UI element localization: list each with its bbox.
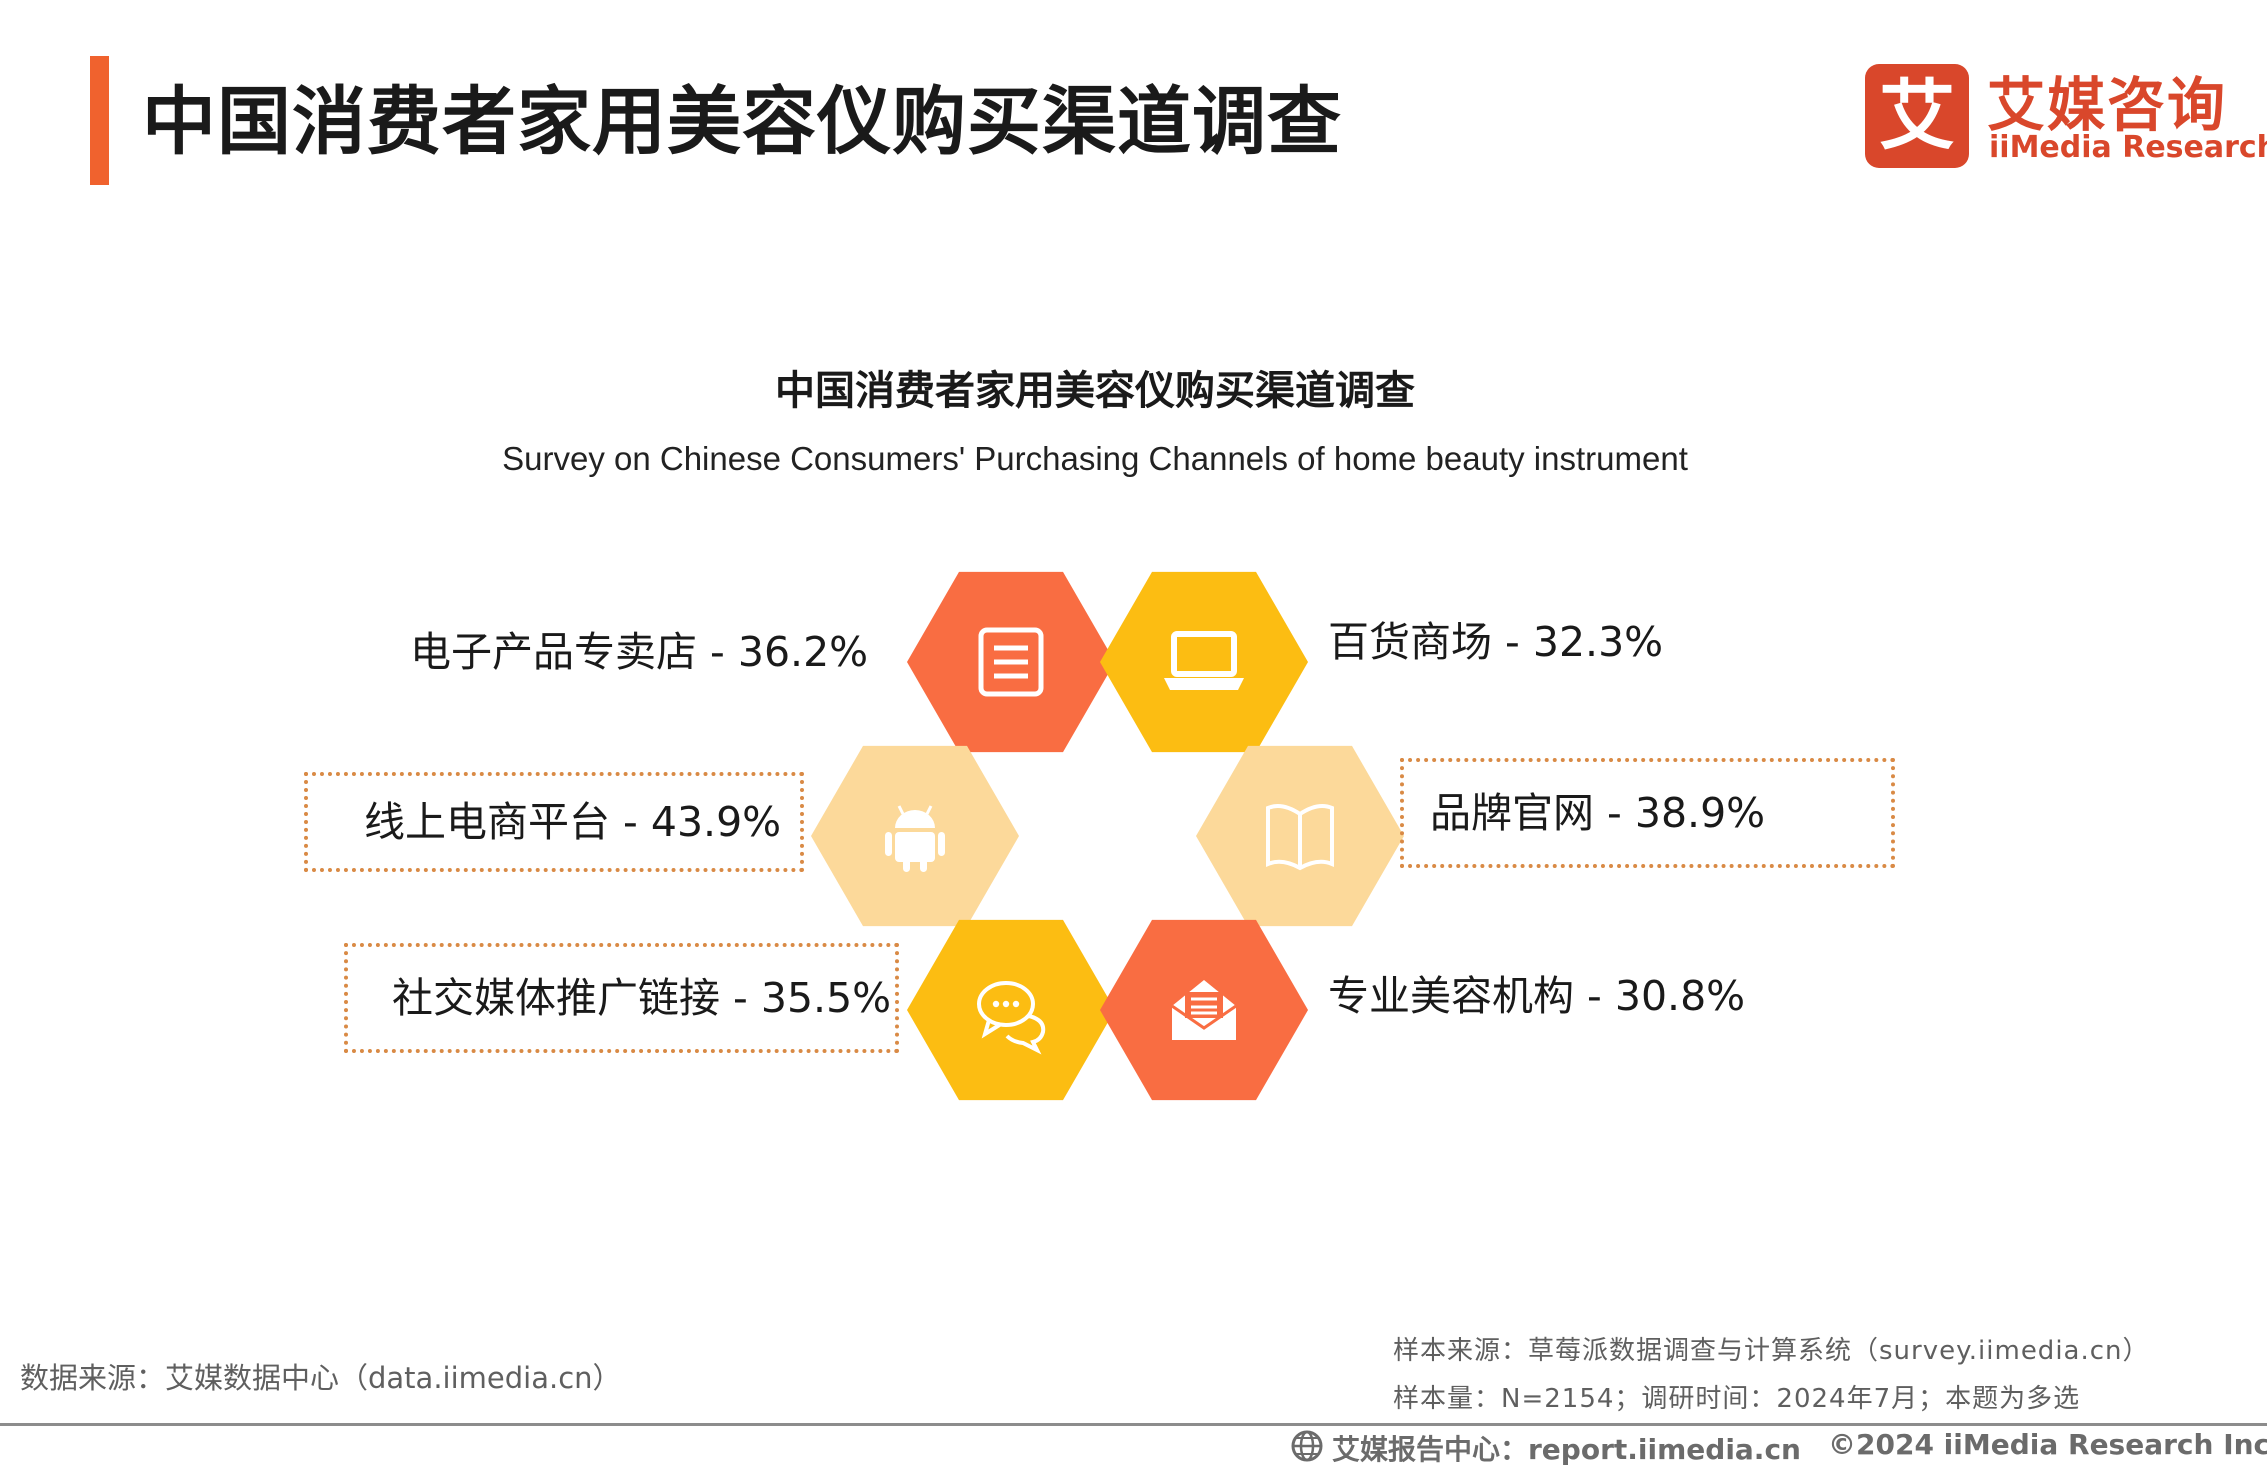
data-label-2: 百货商场 - 32.3% bbox=[1328, 618, 1664, 666]
report-center: 艾媒报告中心：report.iimedia.cn bbox=[1290, 1428, 1801, 1468]
chat-icon bbox=[977, 981, 1046, 1055]
logo-mark: 艾 bbox=[1865, 64, 1969, 168]
copyright: ©2024 iiMedia Research Inc bbox=[1828, 1428, 2267, 1461]
chart-title: 中国消费者家用美容仪购买渠道调查 bbox=[775, 368, 1415, 414]
data-label-3: 线上电商平台 - 43.9% bbox=[304, 772, 804, 872]
globe-icon bbox=[1291, 1430, 1323, 1462]
data-label-4: 品牌官网 - 38.9% bbox=[1400, 758, 1895, 868]
report-center-text: 艾媒报告中心：report.iimedia.cn bbox=[1332, 1433, 1801, 1466]
android-icon bbox=[885, 805, 945, 872]
sample-info: 样本量：N=2154；调研时间：2024年7月；本题为多选 bbox=[1393, 1384, 2081, 1414]
laptop-icon bbox=[1164, 631, 1244, 690]
chart-subtitle: Survey on Chinese Consumers' Purchasing … bbox=[502, 440, 1688, 477]
sample-source: 样本来源：草莓派数据调查与计算系统（survey.iimedia.cn） bbox=[1393, 1336, 2150, 1366]
page-title: 中国消费者家用美容仪购买渠道调查 bbox=[142, 79, 1342, 165]
data-label-5: 社交媒体推广链接 - 35.5% bbox=[344, 943, 899, 1053]
brand-logo: 艾 艾媒咨询 iiMedia Research bbox=[1865, 62, 2267, 172]
envelope-icon bbox=[1171, 980, 1237, 1040]
data-label-6: 专业美容机构 - 30.8% bbox=[1328, 972, 1746, 1020]
logo-name-cn: 艾媒咨询 bbox=[1987, 71, 2228, 139]
data-label-1: 电子产品专卖店 - 36.2% bbox=[410, 628, 869, 676]
hexagon-5 bbox=[907, 919, 1115, 1101]
document-icon bbox=[978, 627, 1044, 697]
hexagon-2 bbox=[1100, 571, 1308, 753]
data-source: 数据来源：艾媒数据中心（data.iimedia.cn） bbox=[20, 1361, 622, 1395]
logo-name-en: iiMedia Research bbox=[1989, 130, 2267, 165]
title-accent-bar bbox=[90, 56, 109, 185]
footer-divider bbox=[0, 1423, 2267, 1426]
book-icon bbox=[1266, 804, 1334, 871]
